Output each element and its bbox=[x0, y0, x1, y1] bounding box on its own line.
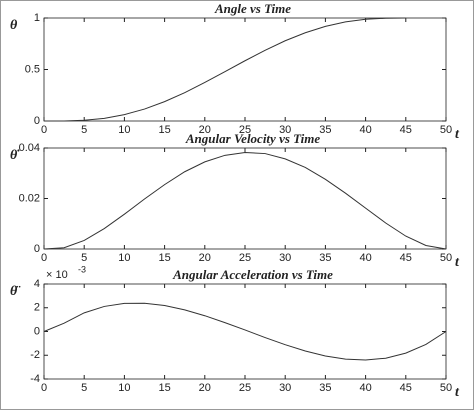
x-axis-label: t bbox=[455, 255, 460, 270]
y-exponent-power: -3 bbox=[78, 264, 86, 274]
x-tick-label: 15 bbox=[158, 382, 170, 394]
x-tick-label: 0 bbox=[41, 252, 47, 264]
y-tick-label: -4 bbox=[30, 373, 40, 385]
y-axis-label: θ̇ bbox=[10, 148, 20, 163]
y-axis-label: θ bbox=[10, 18, 18, 33]
y-tick-label: 2 bbox=[34, 302, 40, 314]
x-tick-label: 10 bbox=[118, 382, 130, 394]
x-tick-label: 15 bbox=[158, 124, 170, 136]
plot-area bbox=[43, 147, 447, 250]
x-tick-label: 20 bbox=[199, 382, 211, 394]
y-tick-label: 0.02 bbox=[19, 192, 40, 204]
chart-title: Angular Velocity vs Time bbox=[185, 131, 320, 146]
x-tick-label: 10 bbox=[118, 124, 130, 136]
data-line bbox=[43, 302, 447, 361]
y-tick-label: 0 bbox=[34, 325, 40, 337]
plot-area bbox=[43, 283, 447, 380]
x-tick-label: 50 bbox=[440, 382, 452, 394]
x-tick-label: 40 bbox=[359, 252, 371, 264]
x-tick-label: 45 bbox=[400, 252, 412, 264]
x-tick-label: 45 bbox=[400, 382, 412, 394]
x-tick-label: 50 bbox=[440, 252, 452, 264]
x-tick-label: 30 bbox=[279, 124, 291, 136]
y-axis-label: θ̈ bbox=[10, 284, 21, 299]
y-exponent-base: × 10 bbox=[46, 269, 68, 281]
y-tick-label: 0.5 bbox=[25, 63, 40, 75]
x-tick-label: 15 bbox=[158, 252, 170, 264]
x-tick-label: 0 bbox=[41, 382, 47, 394]
x-axis-label: t bbox=[455, 385, 460, 400]
x-tick-label: 25 bbox=[239, 124, 251, 136]
y-tick-label: 1 bbox=[34, 12, 40, 24]
x-tick-label: 20 bbox=[199, 252, 211, 264]
x-tick-label: 20 bbox=[199, 124, 211, 136]
x-tick-label: 5 bbox=[81, 124, 87, 136]
y-tick-label: -2 bbox=[30, 349, 40, 361]
x-tick-label: 35 bbox=[319, 382, 331, 394]
chart-title: Angular Acceleration vs Time bbox=[172, 267, 333, 282]
x-tick-label: 5 bbox=[81, 252, 87, 264]
x-tick-label: 35 bbox=[319, 124, 331, 136]
x-tick-label: 30 bbox=[279, 382, 291, 394]
y-tick-label: 4 bbox=[34, 278, 40, 290]
x-axis-label: t bbox=[455, 127, 460, 142]
x-tick-label: 10 bbox=[118, 252, 130, 264]
x-tick-label: 45 bbox=[400, 124, 412, 136]
x-tick-label: 40 bbox=[359, 382, 371, 394]
plot-area bbox=[43, 17, 447, 122]
y-tick-label: 0 bbox=[34, 115, 40, 127]
x-tick-label: 35 bbox=[319, 252, 331, 264]
x-tick-label: 25 bbox=[239, 252, 251, 264]
data-line bbox=[44, 17, 406, 122]
y-tick-label: 0 bbox=[34, 243, 40, 255]
x-tick-label: 50 bbox=[440, 124, 452, 136]
x-tick-label: 0 bbox=[41, 124, 47, 136]
x-tick-label: 5 bbox=[81, 382, 87, 394]
x-tick-label: 40 bbox=[359, 124, 371, 136]
data-line bbox=[43, 152, 447, 250]
y-tick-label: 0.04 bbox=[19, 142, 40, 154]
x-tick-label: 30 bbox=[279, 252, 291, 264]
chart-title: Angle vs Time bbox=[214, 1, 291, 16]
x-tick-label: 25 bbox=[239, 382, 251, 394]
